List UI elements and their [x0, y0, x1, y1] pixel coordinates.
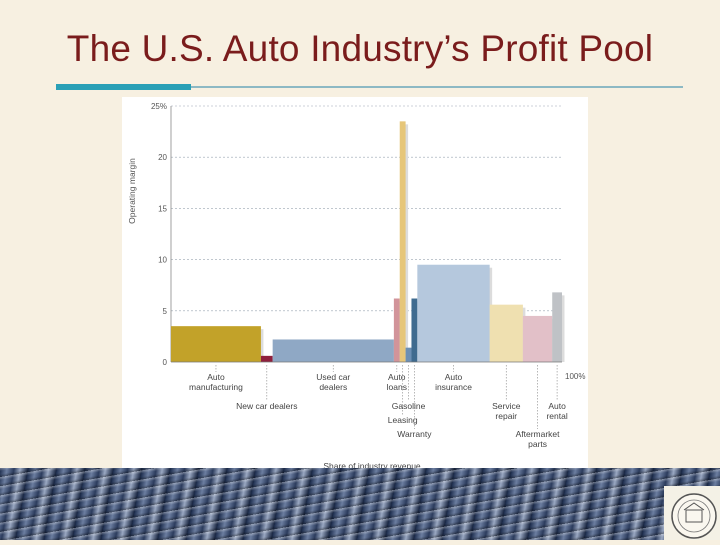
y-tick-label: 5 [163, 307, 168, 316]
decorative-bottom-strip [0, 468, 720, 540]
y-tick-label: 20 [158, 153, 167, 162]
bar-new-car-dealers [260, 355, 273, 362]
segment-label: New car dealers [236, 401, 297, 411]
slide-title: The U.S. Auto Industry’s Profit Pool [66, 28, 654, 69]
bar-aftermarket-parts [522, 315, 553, 362]
bar-warranty [411, 298, 418, 362]
y-tick-label: 10 [158, 256, 167, 265]
segment-label: Used car dealers [316, 372, 350, 392]
chart-canvas: 0 5 10 15 20 25% Operating margin Auto manufactu… [127, 102, 585, 471]
segment-label: Aftermarket parts [516, 429, 561, 449]
segment-label: Auto rental [546, 401, 567, 421]
segment-label: Leasing [388, 415, 418, 425]
university-seal-icon [664, 486, 720, 540]
y-axis-label: Operating margin [127, 158, 137, 224]
segment-label: Gasoline [392, 401, 426, 411]
segment-label: Service repair [492, 401, 521, 421]
bar-used-car-dealers [272, 339, 394, 362]
y-tick-label: 15 [158, 204, 167, 213]
bar-auto-loans [393, 298, 400, 362]
segment-label: Auto insurance [435, 372, 472, 392]
bar-service-repair [489, 304, 523, 362]
segment-label: Auto loans [387, 372, 407, 392]
bar-auto-insurance [417, 264, 490, 362]
segment-label: Warranty [397, 429, 432, 439]
bar-auto-manufacturing [171, 326, 261, 362]
bar-auto-rental [552, 292, 562, 362]
y-tick-label: 0 [163, 358, 168, 367]
title-underline-rule [191, 86, 683, 88]
y-tick-label: 25% [151, 102, 167, 111]
bar-leasing [399, 121, 406, 362]
profit-pool-chart: 0 5 10 15 20 25% Operating margin Auto manufactu… [122, 97, 588, 475]
x-end-label: 100% [565, 372, 585, 381]
title-accent-rule [56, 84, 191, 90]
x-axis-label: Share of industry revenue [323, 461, 421, 471]
segment-label: Auto manufacturing [189, 372, 243, 392]
bar-gasoline [405, 347, 412, 362]
